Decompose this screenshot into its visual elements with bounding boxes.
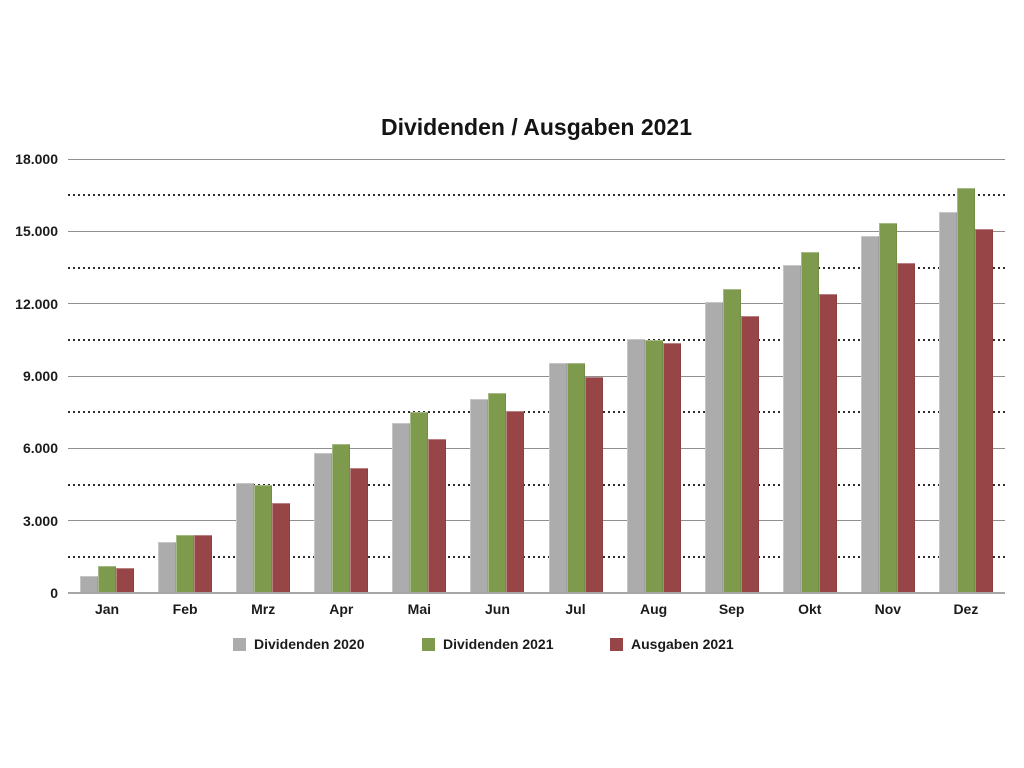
legend-swatch: [610, 637, 623, 651]
y-tick-label: 0: [50, 585, 58, 601]
y-tick-label: 12.000: [15, 295, 58, 312]
bar-dividenden-2021: [956, 187, 975, 593]
bar-ausgaben-2021: [506, 410, 525, 593]
month-group-jun: Jun: [458, 159, 536, 617]
bar-ausgaben-2021: [194, 535, 213, 593]
major-gridline: [68, 303, 1005, 305]
x-axis-label: Apr: [329, 601, 354, 617]
bar-ausgaben-2021: [116, 567, 135, 593]
bar-dividenden-2020: [392, 423, 411, 593]
bar-ausgaben-2021: [662, 343, 681, 593]
month-group-apr: Apr: [302, 159, 380, 617]
x-axis-label: Mai: [407, 601, 432, 617]
month-group-okt: Okt: [771, 159, 849, 617]
legend-item-dividenden-2021: Dividenden 2021: [422, 636, 554, 652]
minor-gridline: [68, 338, 1005, 341]
month-group-feb: Feb: [146, 159, 224, 617]
x-axis-label: Okt: [798, 601, 822, 617]
bar-dividenden-2020: [80, 576, 99, 593]
chart-title: Dividenden / Ausgaben 2021: [380, 114, 693, 140]
plot-area: Jan Feb Mrz Apr Mai Jun Jul Aug Sep Okt Nov Dez: [68, 158, 1005, 617]
x-axis-label: Nov: [874, 601, 902, 617]
bar-dividenden-2021: [488, 392, 507, 593]
bar-ausgaben-2021: [974, 228, 993, 593]
x-axis-label: Jul: [565, 601, 586, 617]
legend-label: Dividenden 2021: [443, 636, 554, 652]
y-tick-label: 18.000: [15, 151, 58, 167]
minor-gridline: [68, 194, 1005, 197]
major-gridline: [68, 447, 1005, 449]
legend-item-ausgaben-2021: Ausgaben 2021: [610, 636, 734, 652]
bar-ausgaben-2021: [272, 502, 291, 593]
month-group-dez: Dez: [927, 159, 1005, 617]
y-tick-label: 9.000: [22, 368, 58, 384]
major-gridline: [68, 158, 1005, 160]
major-gridline: [68, 230, 1005, 232]
bar-dividenden-2021: [254, 484, 273, 593]
minor-gridline: [68, 483, 1005, 486]
bar-dividenden-2021: [98, 566, 117, 593]
legend-label: Ausgaben 2021: [631, 636, 734, 652]
bar-ausgaben-2021: [896, 262, 915, 593]
bar-ausgaben-2021: [350, 467, 369, 593]
month-group-sep: Sep: [693, 159, 771, 617]
bar-ausgaben-2021: [428, 438, 447, 593]
legend-swatch: [422, 637, 435, 651]
bar-dividenden-2021: [722, 289, 741, 593]
bar-dividenden-2021: [644, 339, 663, 593]
month-group-mai: Mai: [380, 159, 458, 617]
bar-ausgaben-2021: [584, 377, 603, 593]
y-tick-label: 3.000: [22, 512, 58, 529]
y-tick-label: 6.000: [22, 440, 58, 457]
bar-dividenden-2020: [158, 542, 177, 593]
bar-dividenden-2020: [314, 453, 333, 593]
bar-dividenden-2021: [410, 412, 429, 593]
month-group-aug: Aug: [615, 159, 693, 617]
x-axis-label: Jun: [484, 601, 510, 617]
bar-ausgaben-2021: [818, 294, 837, 593]
month-group-jul: Jul: [536, 159, 614, 617]
major-gridline: [68, 520, 1005, 522]
bar-dividenden-2020: [470, 398, 489, 593]
bar-dividenden-2021: [566, 362, 585, 593]
bar-dividenden-2021: [332, 443, 351, 593]
x-axis-label: Dez: [953, 601, 979, 617]
legend-swatch: [233, 637, 246, 651]
x-axis-label: Feb: [172, 601, 198, 617]
y-tick-label: 15.000: [15, 223, 58, 240]
bar-dividenden-2020: [782, 265, 801, 593]
bar-dividenden-2020: [548, 362, 567, 593]
major-gridline: [68, 375, 1005, 377]
bar-dividenden-2021: [878, 222, 897, 593]
x-axis-label: Aug: [639, 601, 668, 617]
x-axis-label: Mrz: [251, 601, 276, 617]
minor-gridline: [68, 266, 1005, 269]
minor-gridline: [68, 555, 1005, 558]
legend-item-dividenden-2020: Dividenden 2020: [233, 636, 365, 652]
legend-label: Dividenden 2020: [254, 636, 365, 652]
chart-legend: Dividenden 2020 Dividenden 2021 Ausgaben 2…: [0, 636, 1024, 654]
minor-gridline: [68, 411, 1005, 414]
bar-dividenden-2020: [860, 236, 879, 593]
bar-dividenden-2020: [938, 212, 957, 593]
bar-dividenden-2021: [800, 251, 819, 593]
x-axis-label: Jan: [94, 601, 120, 617]
month-group-nov: Nov: [849, 159, 927, 617]
bar-dividenden-2020: [626, 338, 645, 593]
bar-dividenden-2021: [176, 535, 195, 593]
x-axis-label: Sep: [718, 601, 745, 617]
month-group-mrz: Mrz: [224, 159, 302, 617]
bar-dividenden-2020: [236, 483, 255, 593]
bar-dividenden-2020: [704, 302, 723, 593]
bar-ausgaben-2021: [740, 315, 759, 593]
x-axis-line: [68, 592, 1005, 594]
bar-groups: Jan Feb Mrz Apr Mai Jun Jul Aug Sep Okt Nov Dez: [68, 159, 1005, 617]
y-axis-labels: 0 3.000 6.000 9.000 12.000 15.000 18.000: [0, 151, 58, 601]
month-group-jan: Jan: [68, 159, 146, 617]
